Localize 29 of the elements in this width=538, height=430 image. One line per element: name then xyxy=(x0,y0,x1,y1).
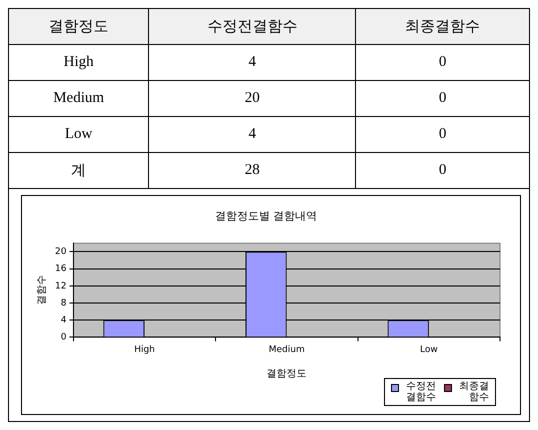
legend-label: 수정전결함수 xyxy=(405,381,436,403)
text: 28 xyxy=(148,152,356,188)
x-tick-label: High xyxy=(134,344,155,355)
text: 계 xyxy=(8,152,149,188)
text: 0 xyxy=(356,116,530,152)
y-tick-label: 0 xyxy=(60,332,67,343)
y-tick-label: 12 xyxy=(55,281,66,292)
text: 0 xyxy=(356,152,530,188)
legend-label: 최종결함수 xyxy=(458,381,489,403)
text: High xyxy=(8,44,149,80)
text: 0 xyxy=(356,44,530,80)
y-tick-label: 16 xyxy=(55,264,67,274)
y-tick-label: 20 xyxy=(55,247,67,258)
x-tick-label: Medium xyxy=(268,344,305,355)
text: 20 xyxy=(148,80,356,116)
text: 4 xyxy=(148,116,356,152)
text: 0 xyxy=(356,80,530,116)
x-tick-label: Low xyxy=(420,344,438,355)
text: Medium xyxy=(8,80,149,116)
chart-title: 결함정도별 결함내역 xyxy=(214,209,318,222)
text: 결함정도 xyxy=(8,8,149,44)
x-axis-title: 결함정도 xyxy=(266,368,307,380)
text: 4 xyxy=(148,44,356,80)
text: Low xyxy=(8,116,149,152)
y-tick-label: 8 xyxy=(60,298,67,308)
y-tick-label: 4 xyxy=(60,315,67,326)
text: 최종결함수 xyxy=(356,8,530,44)
text: 수정전결함수 xyxy=(148,8,356,44)
y-axis-title: 결함수 xyxy=(36,275,48,306)
